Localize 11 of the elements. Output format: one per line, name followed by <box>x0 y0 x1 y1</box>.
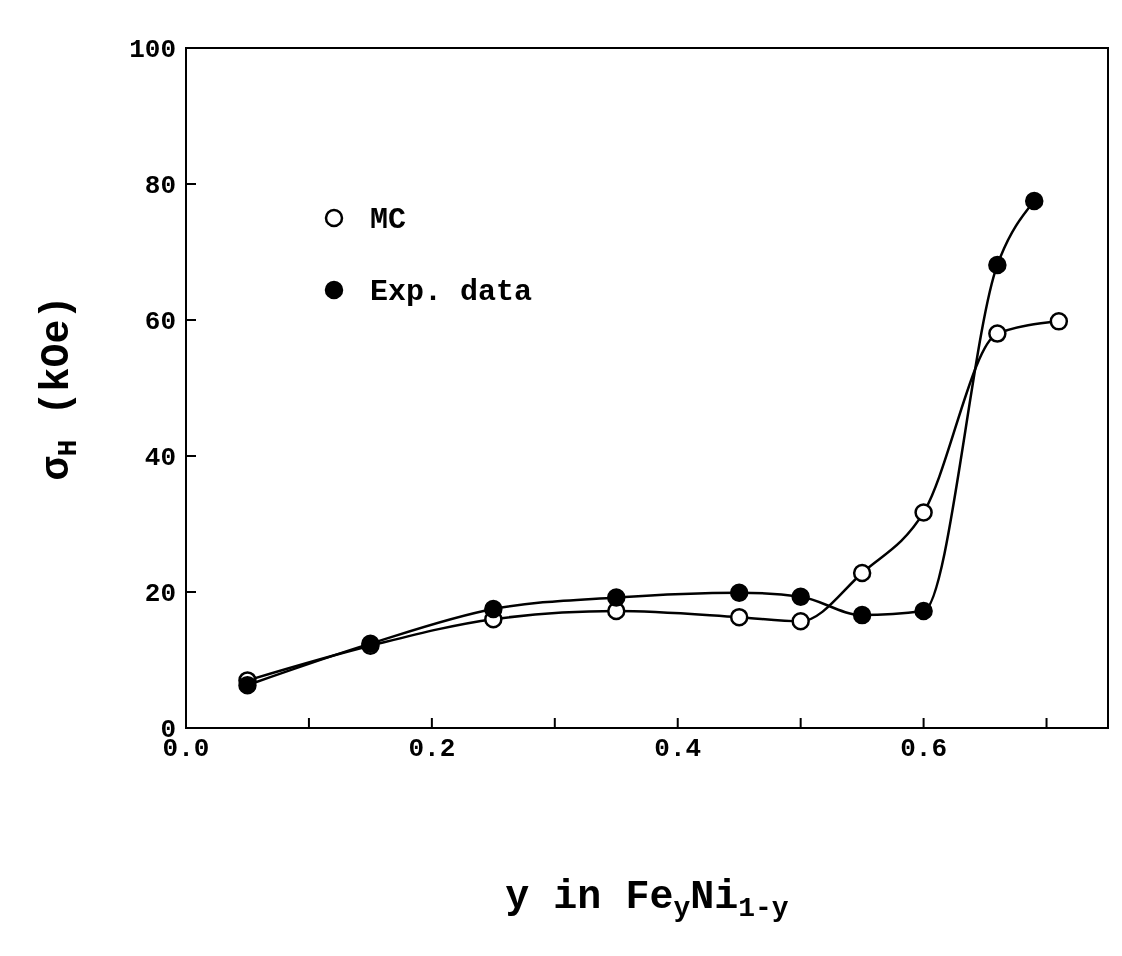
legend-label: MC <box>370 203 407 237</box>
x-axis-title: y in Fe$_{y}$Ni$_{1-y}$ <box>505 875 789 925</box>
x-tick-label: 0.2 <box>408 734 456 765</box>
y-tick-label: 80 <box>144 171 176 202</box>
legend-label: Exp. data <box>370 275 533 309</box>
x-tick-label: 0.4 <box>654 734 702 765</box>
y-tick-label: 100 <box>129 35 176 66</box>
y-tick-label: 40 <box>144 443 176 474</box>
y-tick-label: 60 <box>144 307 176 338</box>
y-tick-label: 20 <box>144 579 176 610</box>
x-tick-label: 0.6 <box>900 734 948 765</box>
